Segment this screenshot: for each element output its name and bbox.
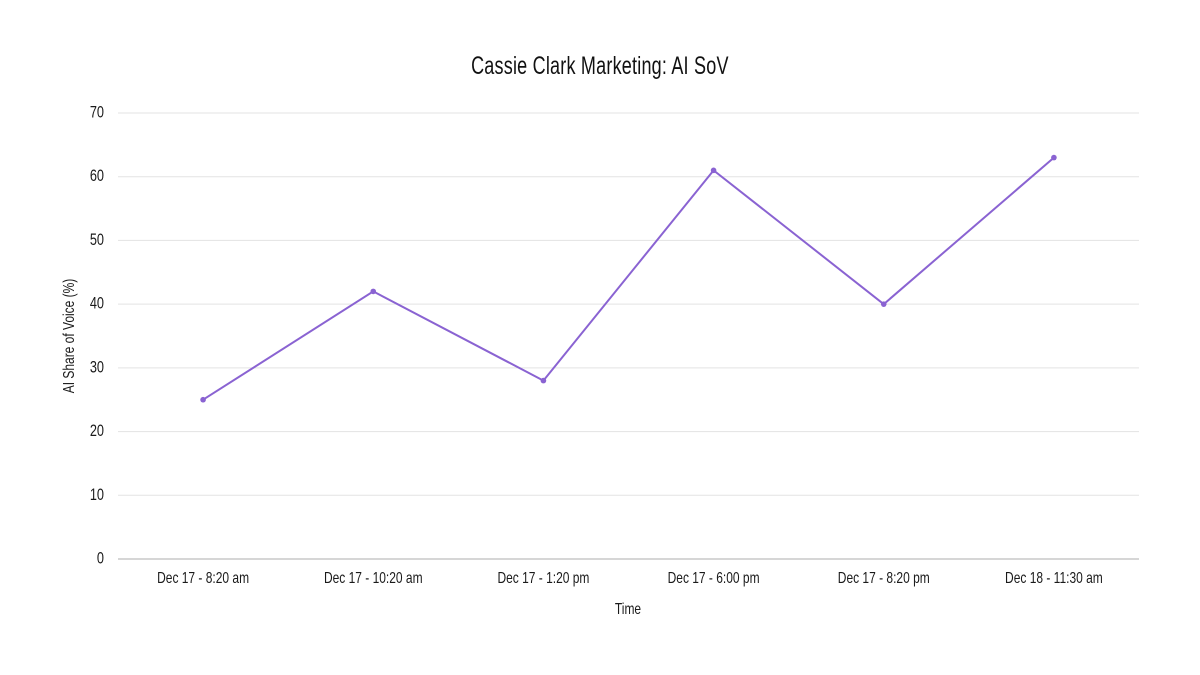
y-axis-ticks: 0 10 20 30 40 50 60 70 [90, 103, 104, 568]
y-tick-label: 60 [90, 166, 104, 185]
x-axis-label: Time [615, 599, 641, 617]
y-tick-label: 0 [97, 549, 104, 568]
data-point [540, 377, 547, 384]
y-tick-label: 50 [90, 230, 104, 249]
y-axis-label: AI Share of Voice (%) [59, 279, 77, 394]
y-tick-label: 30 [90, 358, 104, 377]
x-tick-label: Dec 17 - 8:20 pm [838, 568, 930, 586]
data-point [370, 288, 377, 295]
x-tick-label: Dec 18 - 11:30 am [1005, 568, 1103, 586]
data-point [200, 396, 206, 403]
y-tick-label: 10 [90, 485, 104, 504]
data-point [1051, 154, 1057, 161]
gridlines [118, 112, 1139, 496]
chart-title-text: Cassie Clark Marketing: AI SoV [471, 52, 729, 80]
x-axis-ticks: Dec 17 - 8:20 am Dec 17 - 10:20 am Dec 17 … [157, 568, 1103, 586]
x-tick-label: Dec 17 - 10:20 am [324, 568, 423, 586]
data-point [880, 301, 887, 307]
y-tick-label: 70 [90, 103, 104, 122]
data-point [710, 167, 717, 174]
data-series [200, 154, 1057, 403]
y-tick-label: 20 [90, 421, 104, 440]
x-tick-label: Dec 17 - 8:20 am [157, 568, 249, 586]
y-tick-label: 40 [90, 294, 104, 313]
chart-title: Cassie Clark Marketing: AI SoV [0, 52, 1200, 81]
x-tick-label: Dec 17 - 6:00 pm [668, 568, 760, 586]
x-tick-label: Dec 17 - 1:20 pm [497, 568, 589, 586]
series-line [202, 156, 1055, 401]
